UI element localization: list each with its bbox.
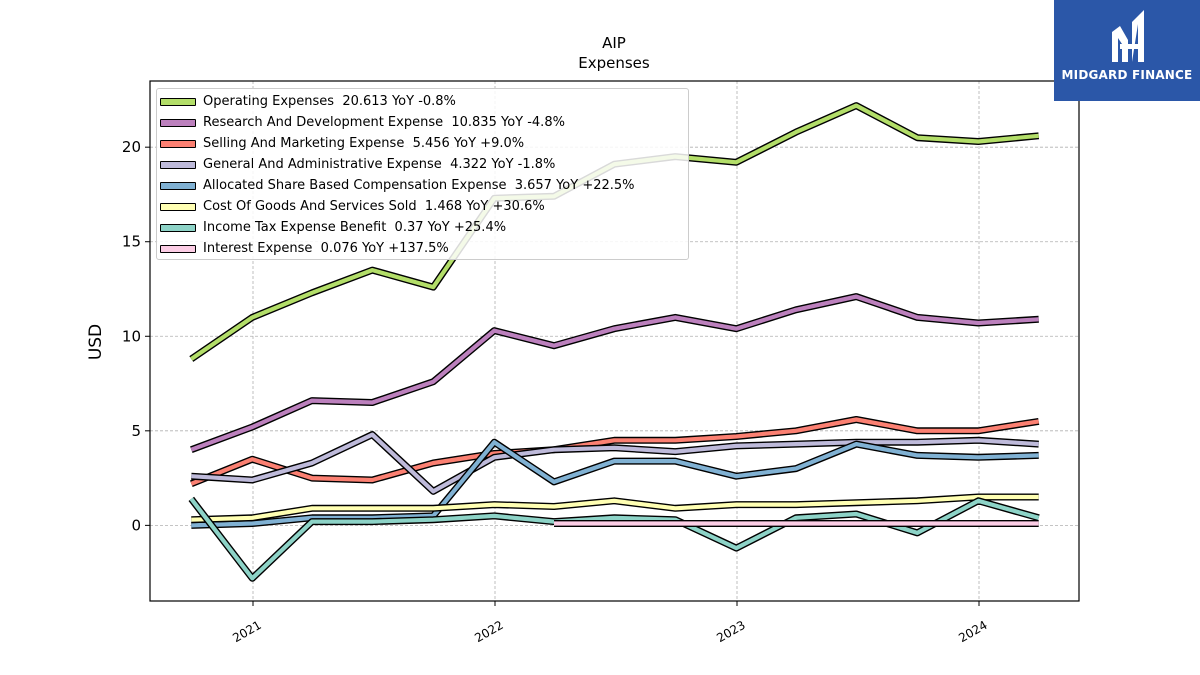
legend-item: Selling And Marketing Expense 5.456 YoY … xyxy=(157,134,690,155)
x-axis-ticks: 2021 2022 2023 2024 xyxy=(230,601,990,645)
legend-item: Income Tax Expense Benefit 0.37 YoY +25.… xyxy=(157,218,690,239)
chart-legend: Operating Expenses 20.613 YoY -0.8% Resea… xyxy=(156,88,689,260)
legend-swatch xyxy=(160,119,196,127)
legend-item: Research And Development Expense 10.835 … xyxy=(157,113,690,134)
legend-item: Interest Expense 0.076 YoY +137.5% xyxy=(157,239,690,260)
series-line xyxy=(191,432,1039,494)
series-line xyxy=(191,494,1039,522)
legend-label: Selling And Marketing Expense 5.456 YoY … xyxy=(203,136,525,151)
legend-label: Operating Expenses 20.613 YoY -0.8% xyxy=(203,94,456,109)
series-line xyxy=(191,440,1039,528)
plot-frame xyxy=(149,80,1080,602)
series-research-and-development-expense xyxy=(190,293,1039,453)
legend-swatch xyxy=(160,224,196,232)
legend-label: Cost Of Goods And Services Sold 1.468 Yo… xyxy=(203,199,545,214)
legend-item: Operating Expenses 20.613 YoY -0.8% xyxy=(157,92,690,113)
legend-label: Interest Expense 0.076 YoY +137.5% xyxy=(203,241,449,256)
legend-swatch xyxy=(160,245,196,253)
y-tick-label: 15 xyxy=(122,233,141,251)
y-tick-label: 20 xyxy=(122,138,141,156)
brand-logo: MIDGARD FINANCE xyxy=(1054,0,1200,101)
series-layer xyxy=(188,102,1040,582)
legend-label: General And Administrative Expense 4.322… xyxy=(203,157,556,172)
logo-mark-icon xyxy=(1112,10,1144,62)
legend-swatch xyxy=(160,203,196,211)
x-tick-label: 2021 xyxy=(230,618,263,645)
legend-label: Allocated Share Based Compensation Expen… xyxy=(203,178,635,193)
series-allocated-share-based-compensation-expense xyxy=(191,438,1039,529)
y-tick-label: 5 xyxy=(131,422,141,440)
y-axis-label: USD xyxy=(86,324,106,360)
x-tick-label: 2023 xyxy=(714,618,747,645)
x-tick-label: 2022 xyxy=(472,618,505,645)
series-selling-and-marketing-expense xyxy=(189,416,1040,488)
y-tick-label: 0 xyxy=(131,516,141,534)
legend-swatch xyxy=(160,182,196,190)
chart-subtitle: Expenses xyxy=(578,54,650,72)
series-line xyxy=(190,417,1040,486)
legend-label: Income Tax Expense Benefit 0.37 YoY +25.… xyxy=(203,220,507,235)
x-tick-label: 2024 xyxy=(956,618,989,645)
logo-text: MIDGARD FINANCE xyxy=(1061,68,1193,82)
legend-item: General And Administrative Expense 4.322… xyxy=(157,155,690,176)
series-line xyxy=(190,294,1039,452)
legend-item: Cost Of Goods And Services Sold 1.468 Yo… xyxy=(157,197,690,218)
legend-swatch xyxy=(160,98,196,106)
legend-label: Research And Development Expense 10.835 … xyxy=(203,115,565,130)
series-cost-of-goods-and-services-sold xyxy=(191,493,1039,524)
chart-title: AIP xyxy=(602,34,626,52)
legend-item: Allocated Share Based Compensation Expen… xyxy=(157,176,690,197)
legend-swatch xyxy=(160,161,196,169)
series-general-and-administrative-expense xyxy=(191,431,1039,495)
legend-swatch xyxy=(160,140,196,148)
y-tick-label: 10 xyxy=(122,327,141,345)
y-axis-ticks: 0 5 10 15 20 xyxy=(122,138,150,534)
